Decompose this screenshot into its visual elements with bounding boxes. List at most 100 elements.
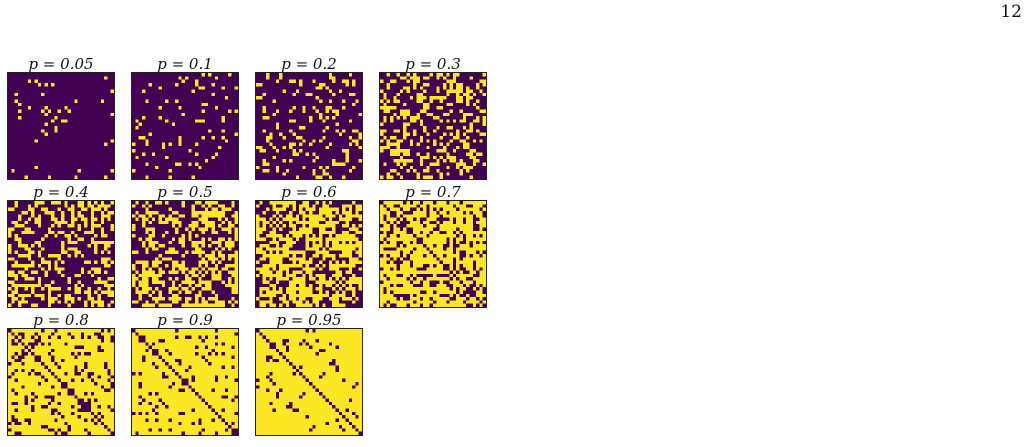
matrix-cell bbox=[433, 303, 437, 307]
matrix-cell bbox=[21, 372, 25, 376]
matrix-cell bbox=[211, 270, 215, 274]
matrix-cell bbox=[214, 421, 219, 426]
matrix-cell bbox=[94, 207, 98, 211]
matrix-cell bbox=[54, 335, 58, 339]
matrix-cell bbox=[352, 332, 356, 336]
matrix-cell bbox=[77, 355, 81, 359]
matrix-cell bbox=[61, 405, 65, 409]
matrix-cell bbox=[315, 155, 319, 160]
matrix-cell bbox=[11, 283, 15, 288]
matrix-cell bbox=[67, 368, 71, 373]
matrix-cell bbox=[389, 280, 394, 284]
matrix-cell bbox=[345, 149, 349, 153]
matrix-cell bbox=[148, 358, 152, 363]
matrix-cell bbox=[416, 297, 420, 301]
matrix-cell bbox=[145, 99, 149, 103]
matrix-cell bbox=[315, 375, 319, 379]
matrix-cell bbox=[191, 431, 195, 435]
matrix-cell bbox=[168, 277, 172, 281]
matrix-cell bbox=[358, 342, 362, 346]
matrix-cell bbox=[67, 375, 71, 379]
matrix-cell bbox=[231, 411, 235, 416]
matrix-cell bbox=[201, 368, 205, 373]
matrix-cell bbox=[299, 303, 303, 307]
matrix-cell bbox=[259, 372, 263, 376]
matrix-cell bbox=[100, 425, 105, 429]
matrix-cell bbox=[265, 345, 270, 349]
matrix-cell bbox=[355, 260, 359, 264]
matrix-cell bbox=[204, 254, 209, 258]
matrix-cell bbox=[47, 287, 52, 291]
matrix-cell bbox=[148, 355, 152, 359]
matrix-cell bbox=[57, 300, 61, 304]
matrix-cell bbox=[208, 257, 212, 261]
matrix-cell bbox=[272, 332, 276, 336]
matrix-cell bbox=[80, 425, 85, 429]
matrix-cell bbox=[416, 217, 420, 221]
matrix-cell bbox=[211, 378, 215, 382]
matrix-cell bbox=[132, 149, 136, 153]
matrix-cell bbox=[54, 254, 58, 258]
matrix-cell bbox=[132, 342, 136, 346]
matrix-cell bbox=[34, 220, 38, 225]
matrix-cell bbox=[47, 175, 52, 179]
matrix-cell bbox=[100, 391, 105, 396]
matrix-cell bbox=[426, 303, 430, 307]
matrix-cell bbox=[403, 109, 407, 113]
matrix-cell bbox=[110, 345, 114, 349]
matrix-cell bbox=[87, 391, 91, 396]
matrix-cell bbox=[426, 82, 430, 87]
matrix-cell bbox=[262, 149, 266, 153]
matrix-cell bbox=[141, 431, 146, 435]
matrix-cell bbox=[325, 145, 329, 150]
matrix-cell bbox=[338, 375, 343, 379]
matrix-cell bbox=[275, 260, 280, 264]
matrix-cell bbox=[335, 129, 339, 133]
matrix-cell bbox=[90, 401, 95, 406]
matrix-cell bbox=[439, 297, 443, 301]
matrix-cell bbox=[302, 217, 306, 221]
matrix-cell bbox=[204, 362, 209, 366]
matrix-cell bbox=[413, 297, 417, 301]
matrix-cell bbox=[208, 254, 212, 258]
matrix-cell bbox=[269, 358, 273, 363]
matrix-cell bbox=[194, 431, 199, 435]
matrix-cell bbox=[256, 375, 260, 379]
matrix-cell bbox=[218, 401, 222, 406]
page-number: 12 bbox=[1000, 2, 1022, 22]
matrix-cell bbox=[256, 332, 260, 336]
matrix-cell bbox=[64, 405, 68, 409]
matrix-cell bbox=[208, 391, 212, 396]
panel-label: p = 0.5 bbox=[157, 183, 213, 201]
matrix-cell bbox=[328, 201, 333, 205]
matrix-cell bbox=[37, 332, 42, 336]
matrix-cell bbox=[104, 415, 108, 419]
matrix-cell bbox=[194, 273, 199, 278]
matrix-cell bbox=[211, 297, 215, 301]
matrix-cell bbox=[161, 345, 166, 349]
matrix-cell bbox=[338, 368, 343, 373]
matrix-cell bbox=[299, 375, 303, 379]
matrix-cell bbox=[228, 345, 232, 349]
matrix-cell bbox=[194, 119, 199, 123]
matrix-cell bbox=[472, 237, 477, 241]
matrix-cell bbox=[452, 254, 457, 258]
matrix-cell bbox=[436, 96, 440, 100]
matrix-cell bbox=[383, 220, 387, 225]
matrix-cell bbox=[61, 355, 65, 359]
matrix-cell bbox=[348, 355, 353, 359]
matrix-cell bbox=[231, 244, 235, 248]
matrix-cell bbox=[107, 345, 111, 349]
matrix-cell bbox=[191, 250, 195, 254]
matrix-cell bbox=[194, 300, 199, 304]
matrix-cell bbox=[403, 263, 407, 268]
matrix-cell bbox=[208, 342, 212, 346]
matrix-cell bbox=[328, 237, 333, 241]
matrix-cell bbox=[178, 76, 182, 80]
matrix-cell bbox=[325, 210, 329, 215]
matrix-cell bbox=[100, 418, 105, 422]
matrix-cell bbox=[315, 355, 319, 359]
matrix-cell bbox=[265, 76, 270, 80]
matrix-cell bbox=[110, 358, 114, 363]
matrix-cell bbox=[399, 204, 404, 208]
